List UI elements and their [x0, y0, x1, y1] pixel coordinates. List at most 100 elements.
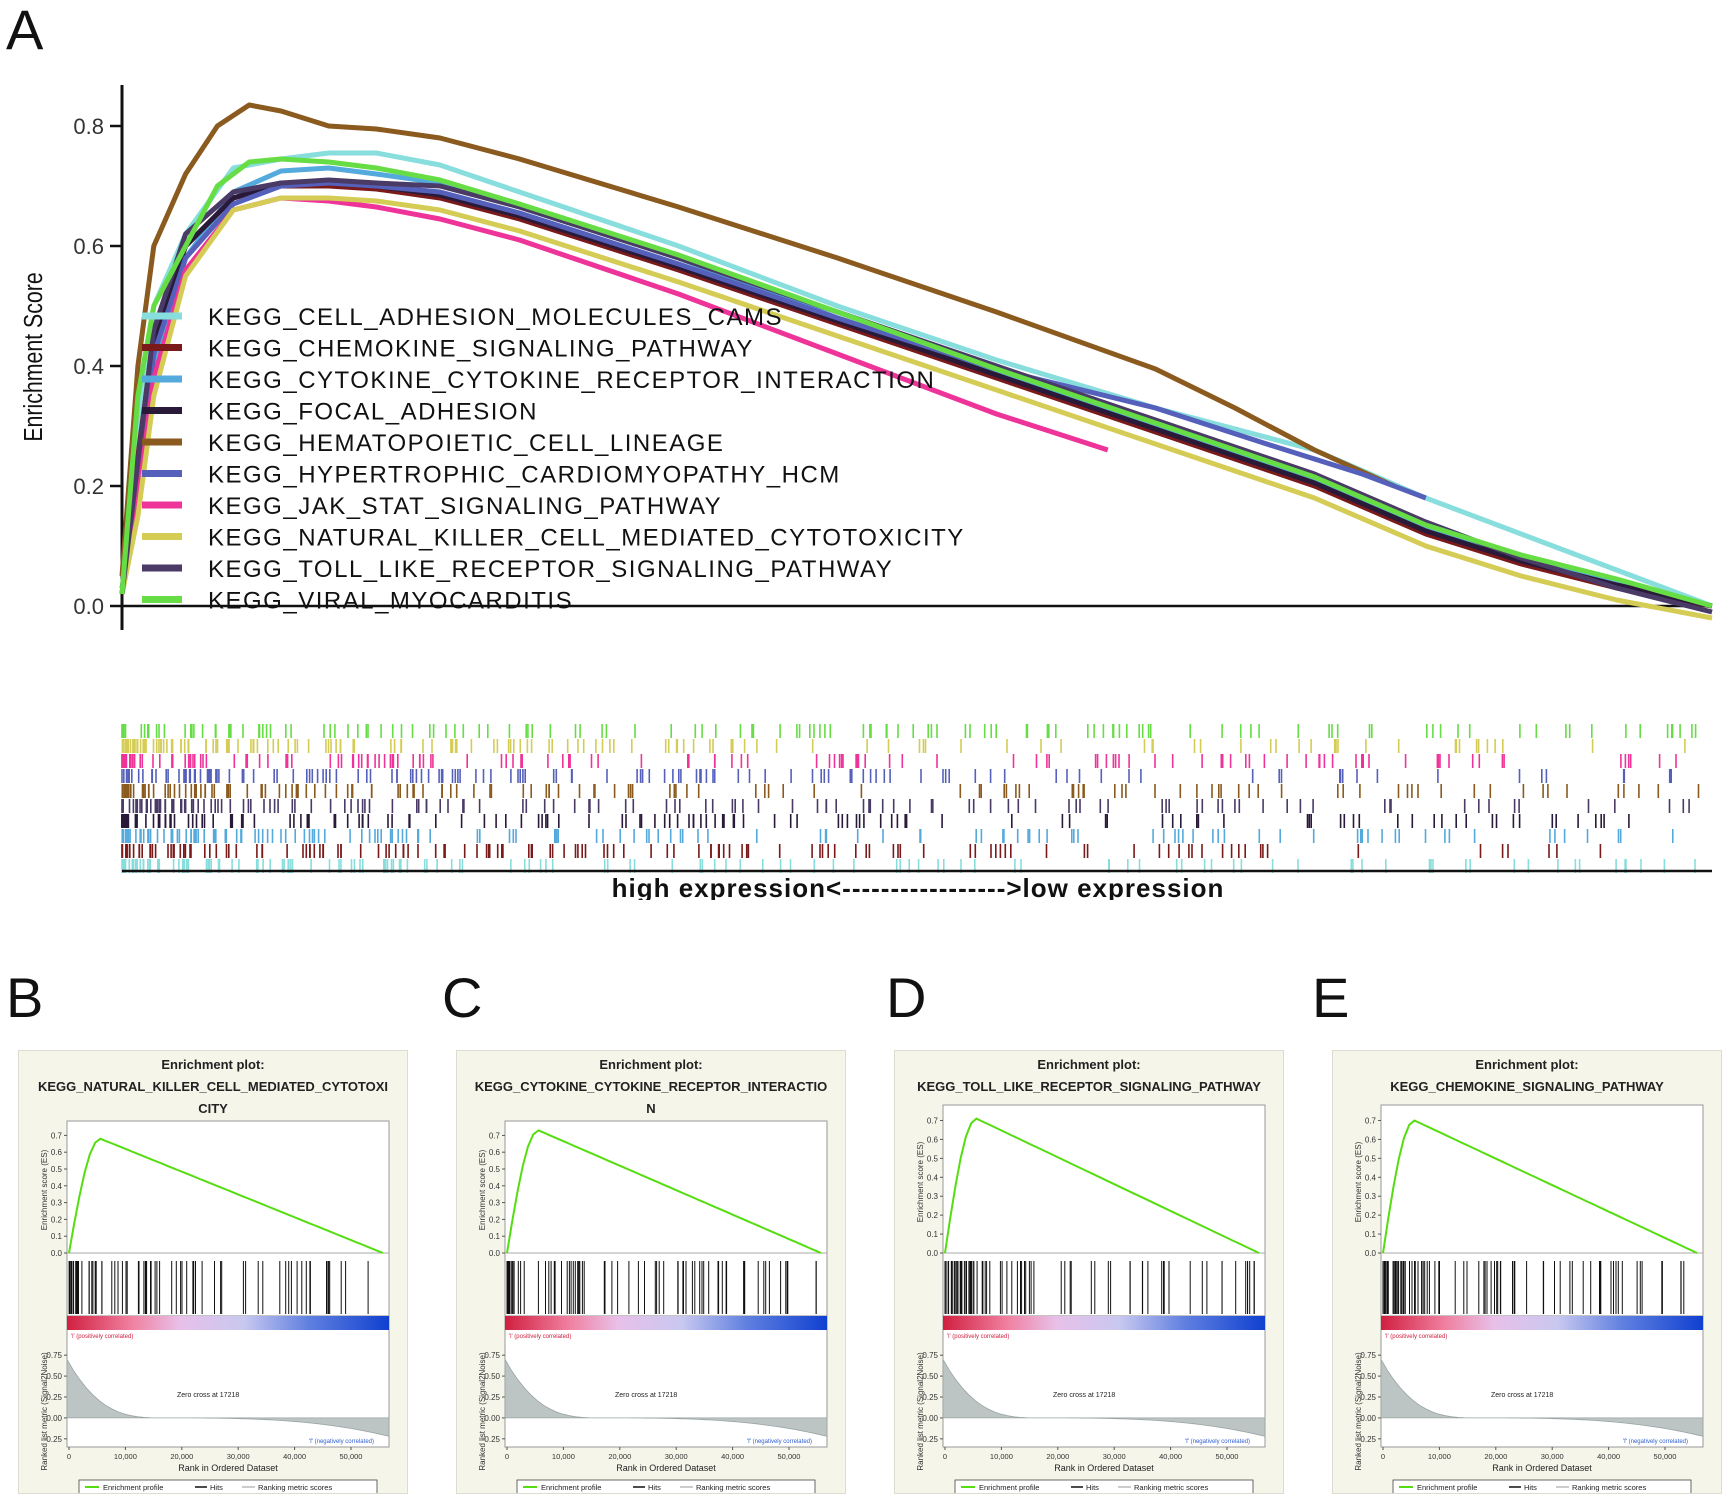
x-tick-label: 20,000: [1046, 1452, 1069, 1461]
metric-area: [942, 1357, 1266, 1437]
sub-plot-svg: 0.7 0.6 0.5 0.4 0.3 0.2 0.1 0.0 Enrichment score…: [478, 1120, 828, 1493]
x-tick-label: 10,000: [1428, 1452, 1451, 1461]
legend-metric-label: Ranking metric scores: [1134, 1483, 1208, 1492]
negative-label: 'f' (negatively correlated): [1185, 1439, 1250, 1445]
sub-legend-box: [78, 1479, 378, 1493]
legend-metric-label: Ranking metric scores: [258, 1483, 332, 1492]
sub-plot-title-line: Enrichment plot:: [1037, 1057, 1141, 1072]
series-line-10: [119, 156, 1713, 609]
x-tick-label: 30,000: [1541, 1452, 1564, 1461]
series-line-7: [119, 195, 1109, 595]
y-tick-label: 0.8: [73, 114, 104, 139]
zero-cross-label: Zero cross at 17218: [177, 1392, 239, 1399]
es-tick-label: 0.3: [51, 1199, 63, 1208]
metric-area: [504, 1357, 828, 1437]
x-tick-label: 0: [943, 1452, 947, 1461]
metric-area: [66, 1357, 390, 1437]
metric-tick-label: 0.00: [922, 1414, 938, 1423]
es-tick-label: 0.5: [1365, 1154, 1377, 1163]
es-tick-label: 0.4: [489, 1182, 501, 1191]
metric-tick-label: 0.75: [922, 1351, 938, 1360]
es-tick-label: 0.7: [489, 1131, 501, 1140]
es-tick-label: 0.2: [927, 1211, 939, 1220]
legend-hits-label: Hits: [1524, 1483, 1537, 1492]
x-tick-label: 10,000: [552, 1452, 575, 1461]
metric-tick-label: 0.25: [1360, 1393, 1376, 1402]
sub-x-axis-label: Rank in Ordered Dataset: [1492, 1463, 1592, 1473]
es-tick-label: 0.3: [489, 1199, 501, 1208]
panel-label-b: B: [6, 966, 44, 1029]
legend-hits-label: Hits: [648, 1483, 661, 1492]
es-curve: [944, 1117, 1260, 1254]
x-tick-label: 0: [67, 1452, 71, 1461]
legend-hits-label: Hits: [210, 1483, 223, 1492]
metric-tick-label: 0.75: [1360, 1351, 1376, 1360]
metric-axis-label: Ranked list metric (Signal2Noise): [478, 1352, 487, 1471]
rank-gradient-bar: [505, 1316, 827, 1330]
sub-plot-frame: [66, 1120, 390, 1448]
es-tick-label: 0.7: [1365, 1116, 1377, 1125]
es-curve: [1382, 1119, 1698, 1254]
legend-label-6: KEGG_HYPERTROPHIC_CARDIOMYOPATHY_HCM: [208, 462, 841, 489]
x-tick-label: 20,000: [608, 1452, 631, 1461]
sub-plot-title-line: Enrichment plot:: [161, 1057, 265, 1072]
sub-x-axis-label: Rank in Ordered Dataset: [178, 1463, 278, 1473]
zero-cross-label: Zero cross at 17218: [615, 1392, 677, 1399]
x-tick-label: 50,000: [1654, 1452, 1677, 1461]
metric-tick-label: 0.50: [46, 1372, 62, 1381]
metric-tick-label: 0.75: [46, 1351, 62, 1360]
enrichment-plot-panel: Enrichment plot: KEGG_NATURAL_KILLER_CELL…: [18, 1050, 408, 1494]
metric-axis-label: Ranked list metric (Signal2Noise): [40, 1352, 49, 1471]
es-axis-label: Enrichment score (ES): [40, 1149, 49, 1230]
legend-profile-label: Enrichment profile: [541, 1483, 601, 1492]
sub-plot-title-line: Enrichment plot:: [599, 1057, 703, 1072]
zero-cross-label: Zero cross at 17218: [1053, 1392, 1115, 1399]
series-line-8: [119, 195, 1713, 621]
negative-label: 'f' (negatively correlated): [309, 1439, 374, 1445]
legend-profile-label: Enrichment profile: [1417, 1483, 1477, 1492]
metric-tick-label: 0.00: [46, 1414, 62, 1423]
es-tick-label: 0.2: [51, 1215, 63, 1224]
sub-x-axis-label: Rank in Ordered Dataset: [616, 1463, 716, 1473]
panel-label-e: E: [1312, 966, 1350, 1029]
enrichment-plot-panel: Enrichment plot: KEGG_CHEMOKINE_SIGNALING…: [1332, 1050, 1722, 1494]
es-tick-label: 0.1: [1365, 1230, 1377, 1239]
sub-plot-title-line: KEGG_NATURAL_KILLER_CELL_MEDIATED_CYTOTO…: [37, 1079, 389, 1094]
es-tick-label: 0.7: [927, 1116, 939, 1125]
x-tick-label: 30,000: [1103, 1452, 1126, 1461]
x-tick-label: 30,000: [227, 1452, 250, 1461]
zero-cross-label: Zero cross at 17218: [1491, 1392, 1553, 1399]
x-tick-label: 30,000: [665, 1452, 688, 1461]
sub-legend-box: [954, 1479, 1254, 1493]
negative-label: 'f' (negatively correlated): [747, 1439, 812, 1445]
sub-plot-svg: 0.7 0.6 0.5 0.4 0.3 0.2 0.1 0.0 Enrichment score…: [1354, 1104, 1704, 1493]
x-tick-label: 10,000: [990, 1452, 1013, 1461]
es-tick-label: 0.2: [1365, 1211, 1377, 1220]
rank-gradient-bar: [1381, 1316, 1703, 1330]
es-axis-label: Enrichment score (ES): [916, 1141, 925, 1222]
sub-legend-box: [516, 1479, 816, 1493]
x-axis-label: high expression<----------------->low ex…: [612, 873, 1225, 900]
panel-label-a: A: [6, 0, 44, 61]
metric-tick-label: 0.00: [1360, 1414, 1376, 1423]
sub-plot-frame: [504, 1120, 828, 1448]
metric-tick-label: 0.25: [922, 1393, 938, 1402]
legend-label-8: KEGG_NATURAL_KILLER_CELL_MEDIATED_CYTOTO…: [208, 525, 965, 552]
es-tick-label: 0.6: [51, 1148, 63, 1157]
legend-profile-label: Enrichment profile: [979, 1483, 1039, 1492]
metric-tick-label: -0.25: [482, 1435, 501, 1444]
legend-label-3: KEGG_CYTOKINE_CYTOKINE_RECEPTOR_INTERACT…: [208, 367, 935, 394]
es-tick-label: 0.6: [927, 1135, 939, 1144]
sub-plot-title-line: KEGG_CYTOKINE_CYTOKINE_RECEPTOR_INTERACT…: [474, 1079, 828, 1094]
es-tick-label: 0.2: [489, 1215, 501, 1224]
sub-x-axis-label: Rank in Ordered Dataset: [1054, 1463, 1154, 1473]
x-tick-label: 0: [1381, 1452, 1385, 1461]
y-tick-label: 0.6: [73, 234, 104, 259]
legend-metric-label: Ranking metric scores: [1572, 1483, 1646, 1492]
metric-area: [1380, 1357, 1704, 1437]
sub-plot-svg: 0.7 0.6 0.5 0.4 0.3 0.2 0.1 0.0 Enrichment score…: [916, 1104, 1266, 1493]
metric-tick-label: -0.25: [1358, 1435, 1377, 1444]
main-enrichment-chart: 0.0 0.2 0.4 0.6 0.8 KEGG_CELL_ADHESION_MOLEC…: [19, 85, 1713, 900]
es-tick-label: 0.6: [1365, 1135, 1377, 1144]
es-tick-label: 0.1: [489, 1232, 501, 1241]
